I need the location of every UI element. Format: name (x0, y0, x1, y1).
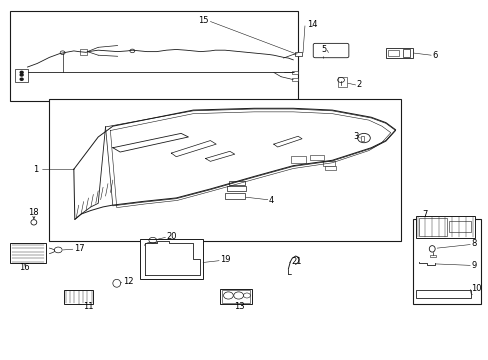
Ellipse shape (428, 246, 434, 252)
Bar (15, 69, 27, 82)
Bar (322, 161, 334, 166)
Text: 17: 17 (74, 244, 84, 253)
Text: 11: 11 (82, 302, 93, 311)
Bar (224, 193, 245, 199)
Ellipse shape (113, 279, 121, 287)
Circle shape (20, 71, 23, 73)
Text: 5: 5 (321, 45, 326, 54)
Text: 4: 4 (268, 196, 274, 205)
Bar (387, 50, 398, 56)
Text: 2: 2 (356, 81, 361, 90)
Bar (80, 49, 87, 55)
Bar (64, 290, 93, 304)
Text: 20: 20 (166, 232, 177, 241)
Text: 8: 8 (470, 239, 476, 248)
Bar (337, 77, 346, 87)
Text: 16: 16 (19, 264, 29, 273)
Bar (221, 290, 250, 303)
Text: 18: 18 (28, 208, 39, 217)
Circle shape (20, 74, 23, 76)
Text: 13: 13 (233, 302, 244, 311)
Bar (295, 52, 302, 56)
Bar (292, 71, 298, 74)
Circle shape (20, 78, 23, 80)
Bar (291, 78, 297, 81)
Text: 15: 15 (198, 16, 208, 25)
Bar (228, 181, 245, 185)
Bar (415, 216, 474, 238)
Bar (325, 166, 335, 170)
Text: 9: 9 (470, 261, 475, 270)
Ellipse shape (31, 220, 37, 225)
Bar (448, 221, 470, 232)
Text: 1: 1 (33, 165, 39, 174)
Bar (360, 135, 364, 140)
Text: 3: 3 (352, 132, 358, 141)
Bar (10, 243, 45, 263)
FancyBboxPatch shape (313, 43, 348, 58)
Text: 14: 14 (306, 19, 317, 28)
Bar (10, 12, 298, 101)
Bar (49, 99, 400, 241)
Bar (290, 156, 306, 163)
Bar (385, 48, 412, 58)
Text: 12: 12 (122, 276, 133, 285)
Bar (402, 49, 409, 57)
Bar (415, 291, 470, 298)
Bar (220, 289, 251, 304)
Bar (412, 220, 480, 304)
Bar (310, 155, 324, 160)
Text: 6: 6 (432, 51, 437, 60)
Text: 21: 21 (291, 257, 301, 266)
Text: 7: 7 (421, 210, 427, 219)
Bar (418, 219, 446, 236)
Bar (227, 186, 245, 192)
Bar (140, 239, 203, 279)
Text: 10: 10 (470, 284, 481, 293)
Text: 19: 19 (220, 255, 230, 264)
Bar (429, 255, 435, 257)
